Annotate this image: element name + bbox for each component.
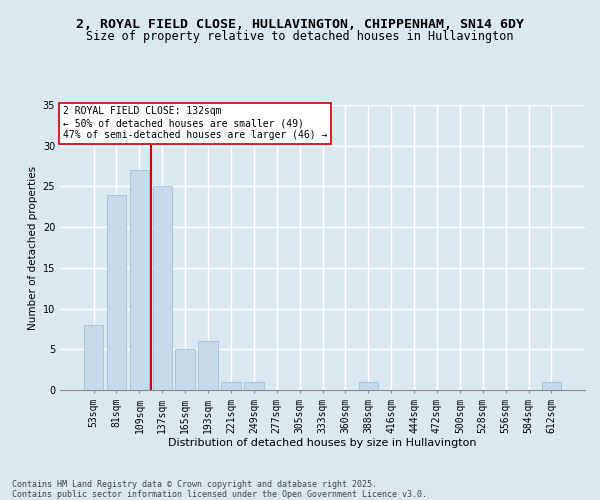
X-axis label: Distribution of detached houses by size in Hullavington: Distribution of detached houses by size … xyxy=(168,438,477,448)
Y-axis label: Number of detached properties: Number of detached properties xyxy=(28,166,38,330)
Text: Size of property relative to detached houses in Hullavington: Size of property relative to detached ho… xyxy=(86,30,514,43)
Bar xyxy=(175,350,195,390)
Text: 2 ROYAL FIELD CLOSE: 132sqm
← 50% of detached houses are smaller (49)
47% of sem: 2 ROYAL FIELD CLOSE: 132sqm ← 50% of det… xyxy=(62,106,327,140)
Bar xyxy=(221,382,241,390)
Bar xyxy=(199,341,218,390)
Bar xyxy=(359,382,378,390)
Bar xyxy=(152,186,172,390)
Bar xyxy=(542,382,561,390)
Bar xyxy=(84,325,103,390)
Bar xyxy=(244,382,263,390)
Bar xyxy=(130,170,149,390)
Text: Contains HM Land Registry data © Crown copyright and database right 2025.
Contai: Contains HM Land Registry data © Crown c… xyxy=(12,480,427,499)
Text: 2, ROYAL FIELD CLOSE, HULLAVINGTON, CHIPPENHAM, SN14 6DY: 2, ROYAL FIELD CLOSE, HULLAVINGTON, CHIP… xyxy=(76,18,524,30)
Bar xyxy=(107,194,126,390)
